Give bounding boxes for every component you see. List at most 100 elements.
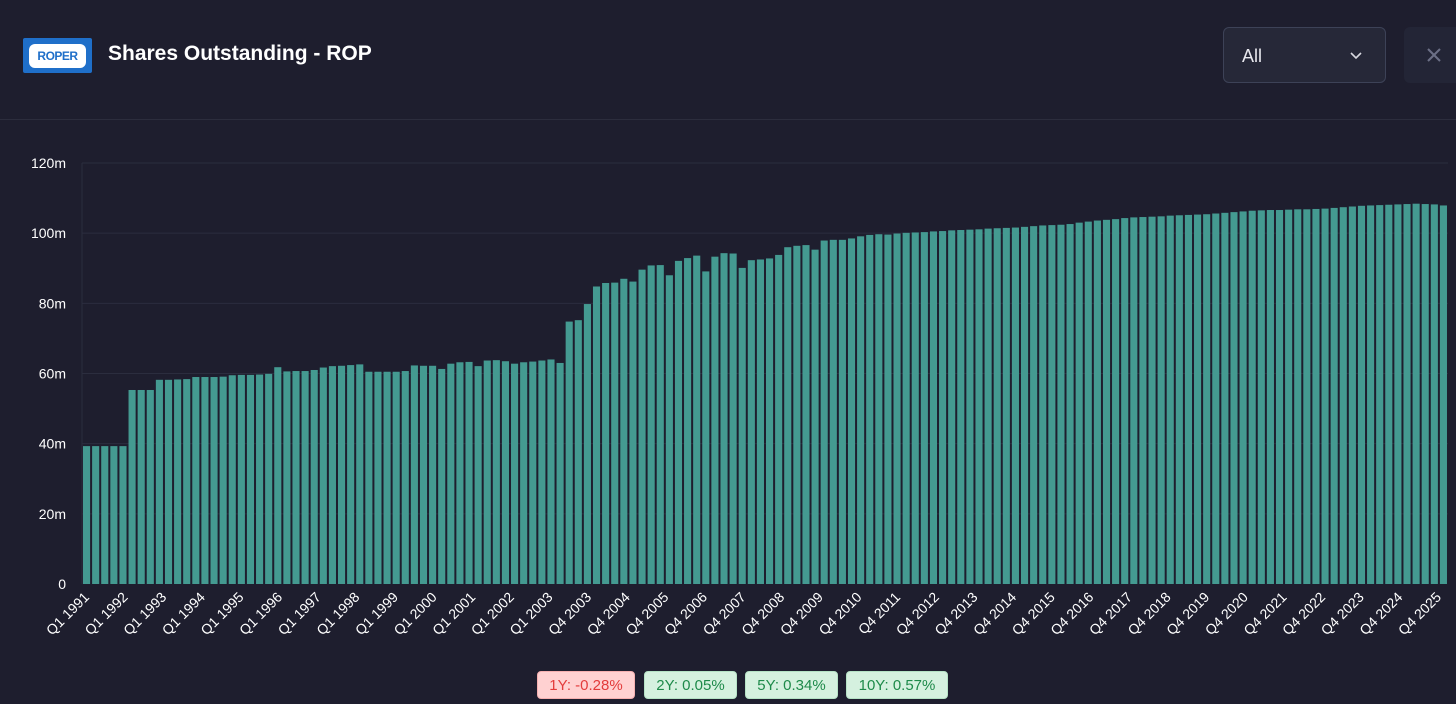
chart-bar: [292, 371, 300, 584]
chart-bar: [957, 230, 965, 584]
chart-bar: [1330, 207, 1338, 584]
y-tick-label: 100m: [31, 225, 66, 241]
chart-bar: [483, 360, 491, 584]
chart-bar: [674, 260, 683, 584]
chart-bar: [283, 371, 291, 584]
chart-bar: [592, 286, 601, 584]
chart-bar: [174, 379, 182, 584]
company-logo-text: ROPER: [29, 43, 86, 68]
chart-bar: [884, 234, 892, 584]
chart-bar: [966, 229, 974, 584]
chart-bar: [447, 363, 455, 584]
chart-bar: [975, 229, 983, 584]
chart-bar: [1184, 214, 1193, 585]
chart-bar: [237, 374, 245, 584]
chart-bar: [1357, 205, 1366, 585]
chart-bar: [583, 304, 591, 584]
chart-bar: [438, 368, 446, 584]
chart-bar: [183, 379, 191, 584]
chart-bar: [1020, 226, 1029, 584]
x-tick-label: Q4 2010: [815, 589, 864, 638]
chart-bar: [1439, 205, 1447, 584]
chart-bar: [265, 373, 273, 584]
chart-bar: [274, 367, 282, 584]
chart-bar: [838, 239, 846, 584]
chart-bar: [210, 377, 218, 584]
chart-bar: [629, 281, 637, 584]
chart-bar: [392, 371, 400, 584]
chart-bar: [1312, 208, 1320, 584]
chart-bar: [1093, 220, 1101, 584]
chart-bar: [401, 371, 409, 584]
chart-bar: [656, 265, 664, 584]
chart-bar: [201, 377, 209, 584]
chart-bar: [747, 260, 755, 584]
chart-bar: [784, 247, 792, 584]
chart-bar: [128, 389, 136, 584]
chart-bar: [1421, 204, 1429, 585]
chart-bar: [246, 374, 255, 584]
chart-bar: [219, 376, 227, 584]
chart-bar: [1430, 204, 1438, 584]
chart-bar: [1230, 212, 1238, 584]
chart-bar: [1011, 227, 1019, 585]
chart-bar: [929, 231, 938, 584]
chart-bar: [1212, 213, 1220, 584]
y-tick-label: 60m: [39, 366, 66, 382]
chart-bar: [1257, 210, 1265, 585]
chart-bar: [602, 282, 610, 584]
chart-bar: [319, 367, 327, 584]
chart-bar: [192, 377, 200, 584]
chart-bar: [1348, 206, 1356, 584]
chart-bar: [829, 239, 837, 584]
chart-bar: [520, 362, 528, 584]
chart-bar: [1084, 221, 1092, 584]
chart-bar: [1194, 214, 1202, 584]
close-icon: [1427, 48, 1441, 62]
chart-bar: [347, 365, 355, 584]
chart-bar: [574, 320, 582, 584]
chart-bar: [775, 254, 783, 585]
chart-bar: [465, 361, 473, 584]
chart-bar: [1203, 214, 1211, 584]
y-tick-label: 20m: [39, 506, 66, 522]
chart-bar: [766, 258, 774, 584]
growth-badge-5y: 5Y: 0.34%: [745, 671, 838, 699]
chart-bar: [875, 234, 883, 584]
y-tick-label: 80m: [39, 295, 66, 311]
growth-badge-1y: 1Y: -0.28%: [537, 671, 635, 699]
chart-bar: [1303, 209, 1311, 584]
chart-bar: [529, 361, 537, 584]
chart-bar: [565, 321, 573, 584]
chart-bar: [1148, 216, 1156, 584]
chart-bar: [328, 366, 336, 584]
chart-bar: [110, 446, 118, 584]
chart-bar: [1321, 208, 1329, 585]
chart-bar: [993, 228, 1001, 584]
chart-bar: [1275, 210, 1284, 584]
chart-bar: [1102, 219, 1111, 584]
chart-bar: [1403, 204, 1411, 585]
chart-bar: [1285, 209, 1293, 584]
chart-bar: [356, 364, 364, 584]
chart-bar: [1175, 215, 1183, 584]
chart-bar: [720, 253, 728, 584]
y-tick-label: 40m: [39, 436, 66, 452]
period-select[interactable]: All: [1223, 27, 1386, 83]
chart-bar: [556, 362, 564, 584]
close-button[interactable]: [1404, 27, 1456, 83]
y-tick-label: 120m: [31, 155, 66, 171]
chart-bar: [1139, 217, 1147, 584]
chart-bar: [857, 236, 865, 584]
chart-bar: [1376, 205, 1384, 584]
x-tick-label: Q4 2025: [1395, 589, 1444, 638]
chart-bar: [1266, 210, 1274, 584]
chart-bar: [1002, 227, 1010, 584]
chart-bar: [1075, 222, 1083, 584]
chart-bar: [1221, 212, 1229, 584]
chart-bar: [1367, 205, 1375, 584]
chart-bar: [1385, 204, 1393, 584]
chart-bar: [429, 365, 437, 584]
chevron-down-icon: [1350, 52, 1362, 60]
